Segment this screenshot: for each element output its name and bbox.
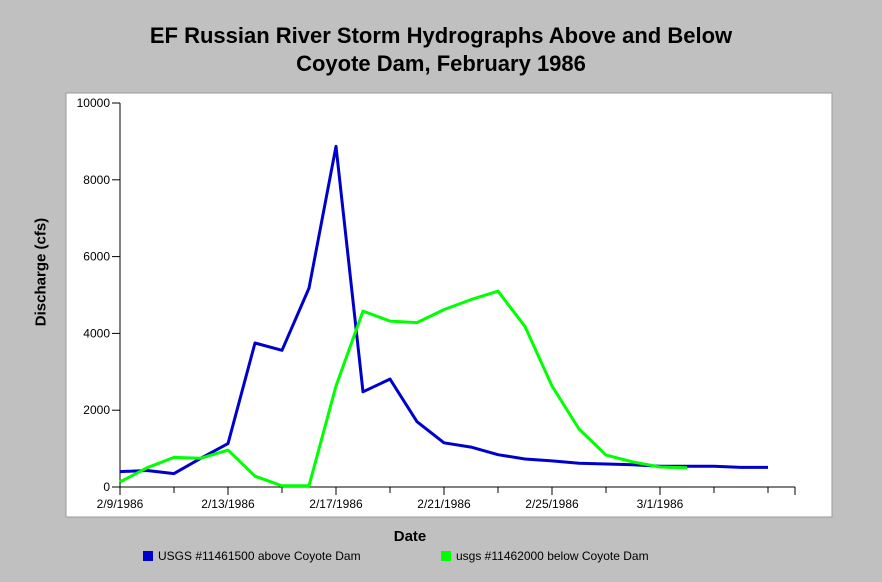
y-tick-label: 8000 — [83, 173, 110, 187]
legend-label-below-dam: usgs #11462000 below Coyote Dam — [456, 549, 649, 563]
y-tick-label: 4000 — [83, 326, 110, 340]
series-line-1 — [119, 289, 688, 488]
legend-swatch-above-dam — [143, 551, 153, 561]
legend-item-above-dam: USGS #11461500 above Coyote Dam — [143, 549, 361, 563]
x-tick-label: 2/9/1986 — [97, 497, 144, 511]
series-group — [119, 144, 768, 488]
chart-title: EF Russian River Storm Hydrographs Above… — [0, 22, 882, 78]
y-tick-label: 6000 — [83, 250, 110, 264]
legend-swatch-below-dam — [441, 551, 451, 561]
x-tick-label: 2/21/1986 — [417, 497, 471, 511]
x-tick-label: 3/1/1986 — [637, 497, 684, 511]
y-axis-label: Discharge (cfs) — [32, 217, 50, 327]
chart-title-line-2: Coyote Dam, February 1986 — [296, 51, 586, 76]
legend-item-below-dam: usgs #11462000 below Coyote Dam — [441, 549, 649, 563]
y-tick-label: 2000 — [83, 403, 110, 417]
chart-title-line-1: EF Russian River Storm Hydrographs Above… — [149, 23, 733, 48]
plot-area — [65, 92, 833, 518]
x-tick-label: 2/13/1986 — [201, 497, 255, 511]
legend-label-above-dam: USGS #11461500 above Coyote Dam — [158, 549, 361, 563]
x-tick-label: 2/25/1986 — [525, 497, 579, 511]
x-tick-label: 2/17/1986 — [309, 497, 363, 511]
x-axis-label: Date — [393, 528, 427, 545]
y-tick-label: 10000 — [77, 96, 111, 110]
axes: 0 2000 4000 6000 8000 10000 2/9/1986 2/13/1986 2… — [77, 96, 796, 511]
y-tick-label: 0 — [103, 480, 110, 494]
